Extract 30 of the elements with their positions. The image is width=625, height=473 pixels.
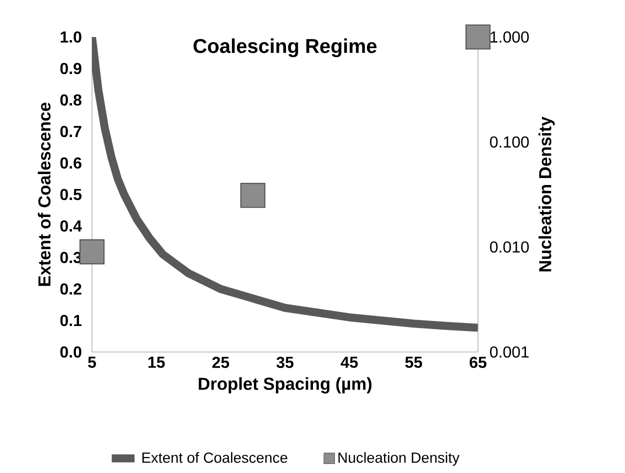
y2-tick-label: 0.100 (490, 136, 529, 148)
y-tick-label: 0.4 (60, 220, 82, 232)
legend-label: Nucleation Density (338, 452, 460, 466)
y2-tick-label: 0.001 (490, 346, 529, 358)
y-tick-label: 0.1 (60, 314, 82, 326)
legend-label: Extent of Coalescence (142, 452, 288, 463)
y-tick-label: 0.6 (60, 157, 82, 169)
y-tick-label: 0.0 (60, 346, 82, 358)
x-axis-title: Droplet Spacing (µm) (198, 377, 372, 394)
y2-tick-label: 1.000 (490, 31, 529, 43)
y-tick-label: 0.8 (60, 94, 82, 106)
point (240, 182, 266, 208)
y-tick-label: 0.9 (60, 62, 82, 74)
point (465, 24, 491, 50)
y-axis-title: Extent of Coalescence (38, 102, 51, 286)
point (79, 239, 105, 264)
x-tick-label: 5 (88, 356, 96, 368)
y-tick-label: 0.5 (60, 188, 82, 200)
x-tick-label: 15 (148, 356, 165, 368)
x-tick-label: 25 (212, 356, 230, 368)
y-tick-label: 1.0 (60, 31, 82, 43)
y2-axis-title: Nucleation Density (538, 116, 555, 272)
x-tick-label: 35 (276, 356, 294, 368)
y-tick-label: 0.2 (60, 283, 82, 295)
chart-title: Coalescing Regime (194, 38, 377, 58)
x-tick-label: 65 (470, 356, 486, 368)
y-tick-label: 0.7 (60, 126, 82, 138)
y2-tick-label: 0.010 (490, 241, 529, 253)
x-tick-label: 55 (405, 356, 422, 368)
x-tick-label: 45 (340, 356, 358, 368)
